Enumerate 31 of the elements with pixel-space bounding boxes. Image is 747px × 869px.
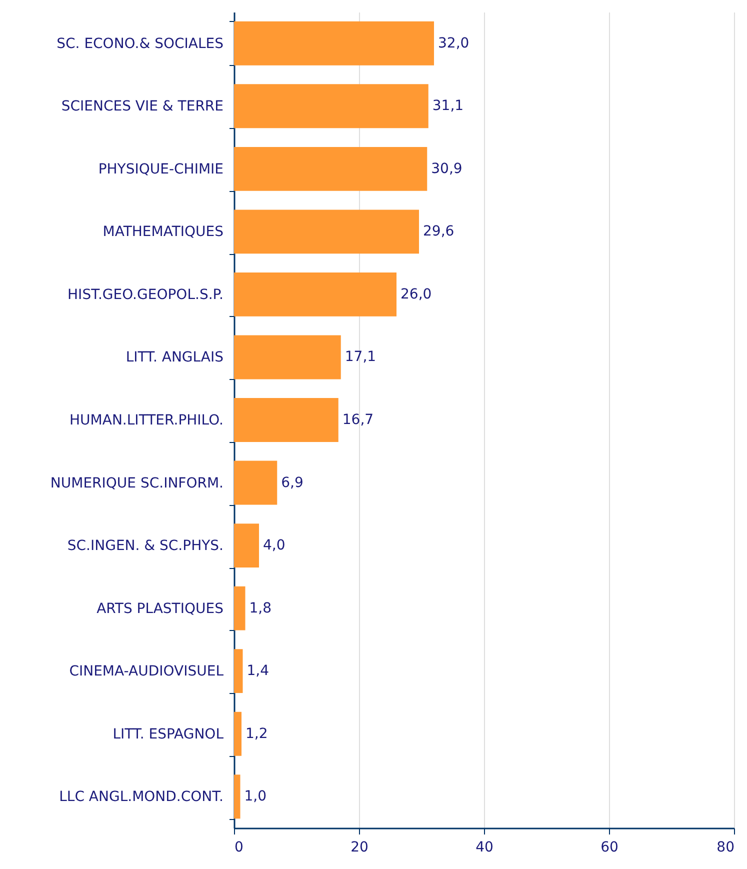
y-tick-label: LLC ANGL.MOND.CONT. xyxy=(59,789,224,806)
data-label: 6,9 xyxy=(281,474,304,491)
data-label: 30,9 xyxy=(431,160,462,177)
x-tick-label: 40 xyxy=(476,840,494,856)
x-tick-label: 20 xyxy=(350,840,368,856)
x-tick-label: 80 xyxy=(716,840,734,856)
data-label: 1,8 xyxy=(249,600,272,616)
data-label: 26,0 xyxy=(400,286,432,302)
y-tick-label: MATHEMATIQUES xyxy=(102,224,224,240)
data-label: 17,1 xyxy=(344,349,376,366)
y-tick-label: PHYSIQUE-CHIMIE xyxy=(98,161,224,178)
x-tick-label: 60 xyxy=(600,840,618,856)
y-tick-label: LITT. ESPAGNOL xyxy=(112,726,224,742)
data-label: 31,1 xyxy=(432,98,464,114)
y-tick-label: LITT. ANGLAIS xyxy=(126,350,224,366)
data-label: 29,6 xyxy=(423,224,454,240)
y-tick-label: SC.INGEN. & SC.PHYS. xyxy=(67,538,224,554)
y-tick-label: ARTS PLASTIQUES xyxy=(96,600,224,617)
data-label: 4,0 xyxy=(263,538,286,554)
y-tick-label: SC. ECONO.& SOCIALES xyxy=(56,36,224,52)
x-tick-label: 0 xyxy=(234,840,244,856)
y-tick-label: HUMAN.LITTER.PHILO. xyxy=(70,412,224,428)
data-label: 32,0 xyxy=(438,35,470,52)
data-label: 16,7 xyxy=(342,412,374,428)
y-tick-label: HIST.GEO.GEOPOL.S.P. xyxy=(68,286,224,303)
data-label: 1,2 xyxy=(246,726,268,742)
data-label: 1,0 xyxy=(244,788,267,805)
y-tick-label: SCIENCES VIE & TERRE xyxy=(61,98,224,115)
y-tick-label: CINEMA-AUDIOVISUEL xyxy=(69,664,224,680)
data-label: 1,4 xyxy=(246,663,270,680)
y-tick-label: NUMERIQUE SC.INFORM. xyxy=(50,475,224,492)
